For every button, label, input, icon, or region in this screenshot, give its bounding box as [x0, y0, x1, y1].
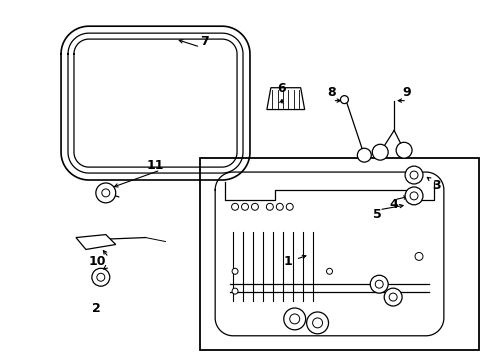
Circle shape — [251, 203, 258, 210]
Circle shape — [357, 148, 370, 162]
Text: 6: 6 — [277, 82, 285, 95]
Circle shape — [232, 268, 238, 274]
Circle shape — [285, 203, 293, 210]
Circle shape — [340, 96, 347, 104]
Text: 4: 4 — [389, 198, 398, 211]
Circle shape — [96, 183, 116, 203]
Circle shape — [369, 275, 387, 293]
Circle shape — [409, 192, 417, 200]
Polygon shape — [76, 235, 116, 249]
Circle shape — [102, 189, 109, 197]
Polygon shape — [266, 88, 304, 109]
Circle shape — [92, 268, 109, 286]
Text: 5: 5 — [372, 208, 381, 221]
Text: 8: 8 — [326, 86, 335, 99]
Circle shape — [312, 318, 322, 328]
Circle shape — [241, 203, 248, 210]
Text: 7: 7 — [200, 35, 208, 48]
Circle shape — [276, 203, 283, 210]
Circle shape — [371, 144, 387, 160]
Text: 11: 11 — [146, 159, 164, 172]
Bar — [200, 158, 478, 350]
Circle shape — [404, 187, 422, 205]
Circle shape — [306, 312, 328, 334]
Circle shape — [395, 142, 411, 158]
Circle shape — [374, 280, 383, 288]
Text: 2: 2 — [92, 302, 101, 315]
Circle shape — [97, 273, 104, 281]
Circle shape — [266, 203, 273, 210]
Circle shape — [409, 171, 417, 179]
Circle shape — [404, 166, 422, 184]
Circle shape — [414, 252, 422, 260]
Circle shape — [231, 203, 238, 210]
Text: 3: 3 — [432, 179, 440, 193]
Circle shape — [232, 288, 238, 294]
Text: 10: 10 — [88, 255, 105, 268]
Circle shape — [289, 314, 299, 324]
Text: 1: 1 — [283, 255, 291, 268]
Circle shape — [283, 308, 305, 330]
Circle shape — [384, 288, 401, 306]
Circle shape — [388, 293, 396, 301]
Text: 9: 9 — [402, 86, 410, 99]
Circle shape — [326, 268, 332, 274]
